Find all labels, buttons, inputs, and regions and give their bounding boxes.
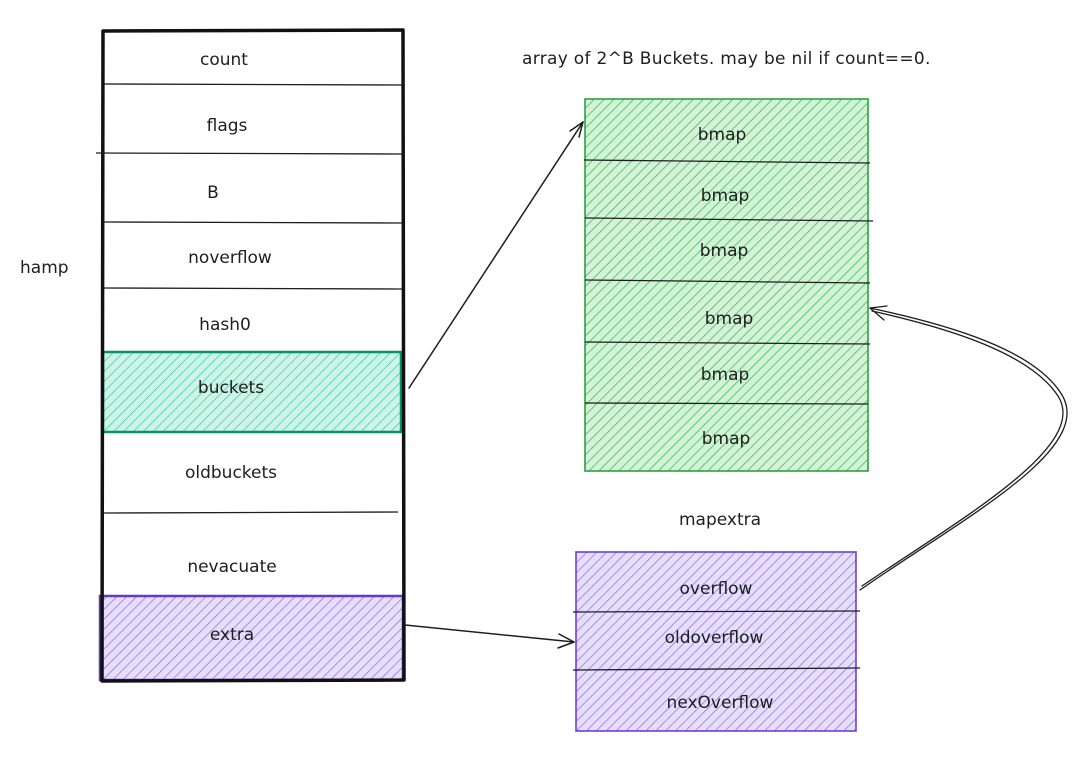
hmap-field-hash0: hash0 — [199, 315, 251, 335]
mapextra-box — [575, 551, 857, 732]
hmap-field-count: count — [200, 50, 248, 70]
buckets-pointer-arrow — [408, 121, 584, 389]
hmap-field-buckets: buckets — [198, 378, 264, 398]
hmap-field-B: B — [207, 183, 219, 203]
hmap-field-nevacuate: nevacuate — [187, 557, 276, 577]
bucket-bmap-0: bmap — [698, 125, 747, 145]
bucket-bmap-2: bmap — [700, 241, 749, 261]
hmap-struct-label: hamp — [20, 258, 69, 278]
mapextra-field-overflow: overflow — [680, 579, 753, 599]
bucket-bmap-5: bmap — [702, 429, 751, 449]
bucket-divider — [584, 217, 874, 222]
bucket-bmap-1: bmap — [701, 186, 750, 206]
bucket-divider — [584, 402, 869, 405]
overflow-pointer-arrow — [859, 305, 1068, 591]
hmap-divider — [103, 83, 403, 86]
buckets-field-highlight — [101, 350, 403, 434]
buckets-annotation: array of 2^B Buckets. may be nil if coun… — [522, 49, 931, 69]
bucket-divider — [583, 159, 871, 164]
buckets-array-box — [584, 98, 869, 472]
bucket-divider — [584, 341, 871, 345]
bucket-bmap-4: bmap — [701, 365, 750, 385]
mapextra-field-oldoverflow: oldoverflow — [665, 628, 764, 648]
mapextra-divider — [572, 667, 861, 671]
mapextra-field-nexOverflow: nexOverflow — [667, 693, 774, 713]
extra-pointer-arrow — [404, 624, 575, 649]
mapextra-struct: overflow oldoverflow nexOverflow — [572, 551, 861, 732]
hmap-divider — [95, 152, 405, 155]
hmap-field-extra: extra — [210, 625, 254, 645]
bucket-divider — [584, 279, 871, 284]
hmap-divider — [103, 511, 399, 514]
hmap-outer-border — [100, 28, 406, 683]
mapextra-label: mapextra — [679, 510, 761, 530]
hmap-field-oldbuckets: oldbuckets — [185, 463, 277, 483]
bucket-bmap-3: bmap — [705, 309, 754, 329]
extra-field-highlight — [98, 594, 405, 682]
hmap-field-noverflow: noverflow — [188, 248, 272, 268]
hmap-divider — [103, 287, 403, 290]
hmap-divider — [102, 221, 403, 224]
hmap-field-flags: flags — [207, 116, 248, 136]
buckets-array: bmap bmap bmap bmap bmap bmap — [583, 98, 874, 472]
hmap-struct: count flags B noverflow hash0 buckets ol… — [95, 28, 406, 683]
mapextra-divider — [572, 610, 861, 613]
